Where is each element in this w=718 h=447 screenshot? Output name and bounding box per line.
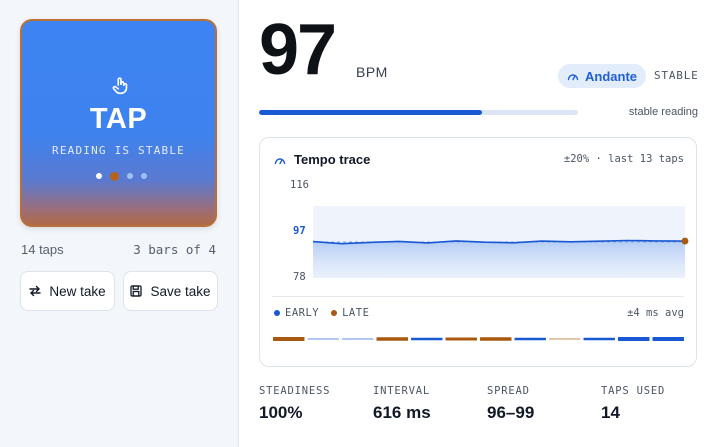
trace-divider (272, 296, 684, 297)
beat-dot (127, 173, 133, 179)
save-icon (130, 285, 143, 297)
new-take-button[interactable]: New take (20, 271, 115, 311)
deviation-bar-late (445, 337, 477, 341)
beat-dot (96, 173, 102, 179)
late-dot (331, 310, 338, 316)
stat-label: SPREAD (487, 385, 530, 397)
tempo-trace-title: Tempo trace (294, 152, 371, 167)
deviation-bar-late (549, 338, 581, 340)
new-take-label: New take (49, 283, 106, 299)
tempo-trace-card: Tempo trace ±20% · last 13 taps 116 97 7… (259, 137, 697, 367)
save-take-label: Save take (150, 283, 211, 299)
deviation-bar-early (514, 337, 546, 341)
bpm-value: 97 (259, 10, 337, 90)
legend-late: LATE (331, 307, 369, 319)
trace-area (313, 240, 685, 278)
stat-label: STEADINESS (259, 385, 331, 397)
tap-panel: TAP READING IS STABLE 14 taps 3 bars of … (0, 0, 239, 447)
deviation-bar-early (652, 337, 684, 341)
avg-deviation: ±4 ms avg (627, 307, 684, 319)
legend-early: EARLY (274, 307, 319, 319)
y-tick-top: 116 (290, 179, 309, 191)
progress-caption: stable reading (628, 106, 698, 118)
deviation-bar-late (273, 337, 305, 341)
tempo-trace-title-row: Tempo trace (274, 152, 370, 167)
bpm-unit: BPM (356, 64, 388, 80)
tempo-marking-badge: Andante (558, 64, 646, 88)
trace-range-meta: ±20% · last 13 taps (563, 153, 684, 165)
deviation-bar-late (480, 337, 512, 341)
legend-early-label: EARLY (285, 307, 320, 319)
deviation-bar-early (411, 337, 443, 341)
tap-label: TAP (89, 103, 148, 135)
gauge-icon (567, 74, 579, 81)
deviation-strip (273, 337, 684, 341)
bar-count: 3 bars of 4 (133, 242, 216, 257)
stat-label: INTERVAL (373, 385, 430, 397)
stat-value: 616 ms (373, 403, 431, 422)
tempo-trace-chart (313, 206, 689, 278)
deviation-bar-early (618, 337, 650, 341)
beat-dot (141, 173, 147, 179)
y-tick-mid: 97 (293, 225, 306, 237)
stat-taps-used: TAPS USED 14 (601, 385, 665, 423)
gauge-icon (274, 157, 286, 164)
y-tick-bottom: 78 (293, 271, 306, 283)
stat-label: TAPS USED (601, 385, 666, 397)
beat-dots (96, 171, 155, 181)
stat-value: 96–99 (487, 403, 535, 422)
trace-line (313, 239, 686, 245)
stat-steadiness: STEADINESS 100% (259, 385, 330, 423)
early-dot (274, 310, 280, 316)
save-take-button[interactable]: Save take (123, 271, 218, 311)
latest-tap-marker (681, 237, 689, 245)
tap-pad[interactable]: TAP READING IS STABLE (20, 19, 217, 227)
stability-progress-fill (259, 110, 483, 115)
stability-progress (259, 110, 578, 115)
trace-legend: EARLY LATE (274, 307, 381, 319)
stat-interval: INTERVAL 616 ms (373, 385, 431, 423)
deviation-bar-early (342, 338, 374, 340)
deviation-bar-early (583, 337, 615, 341)
stat-spread: SPREAD 96–99 (487, 385, 534, 423)
deviation-bar-late (376, 337, 408, 341)
tempo-marking: Andante (585, 68, 637, 84)
deviation-bar-early (307, 338, 339, 340)
beat-dot-active (110, 171, 119, 181)
swap-icon (29, 285, 42, 297)
tap-status: READING IS STABLE (52, 144, 185, 157)
legend-late-label: LATE (342, 307, 370, 319)
tap-count: 14 taps (21, 242, 64, 257)
stability-status: STABLE (654, 69, 699, 82)
pointer-hand-icon (112, 77, 128, 95)
stat-value: 100% (259, 403, 303, 422)
stat-value: 14 (601, 403, 620, 422)
